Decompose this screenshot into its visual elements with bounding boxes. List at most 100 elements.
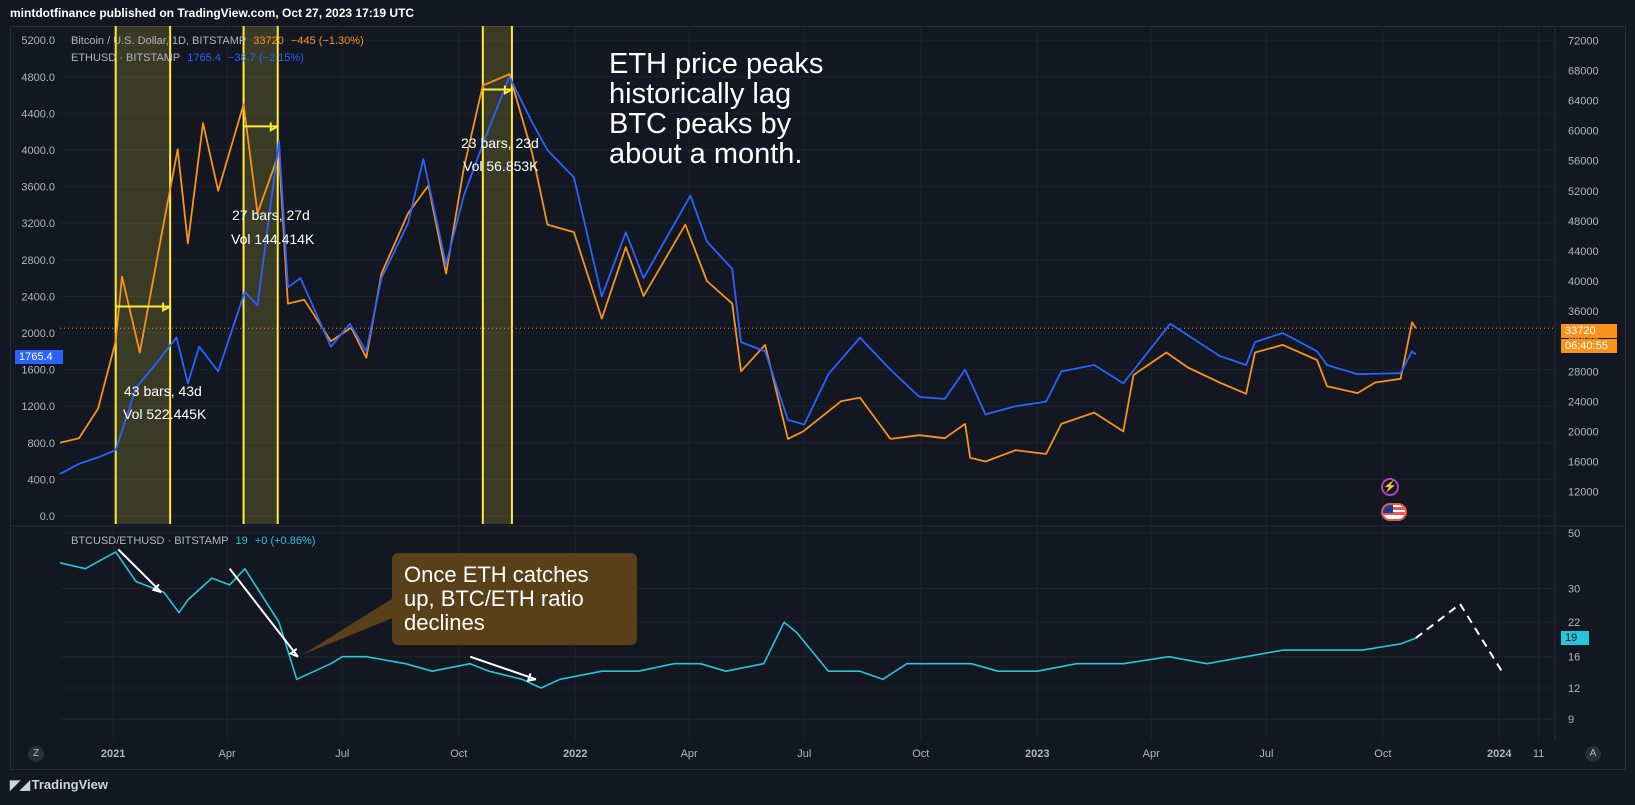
eth-price-tag: 1765.4 [15, 350, 63, 364]
measure-3-bars: 23 bars, 23d [461, 135, 539, 151]
headline-callout: ETH price peaks historically lag BTC pea… [609, 49, 823, 169]
highlight-range [115, 26, 171, 524]
x-tick-label: 11 [1533, 748, 1544, 760]
ratio-tick-label: 22 [1568, 617, 1580, 629]
left-tick-label: 4400.0 [21, 108, 55, 120]
left-tick-label: 2400.0 [21, 291, 55, 303]
right-tick-label: 24000 [1568, 396, 1599, 408]
x-tick-label: Oct [1374, 748, 1391, 760]
ratio-callout-line: Once ETH catches [404, 562, 589, 587]
zoom-button[interactable]: Z [28, 746, 44, 762]
ratio-price-tag: 19 [1561, 631, 1589, 645]
left-tick-label: 3200.0 [21, 218, 55, 230]
ratio-callout-line: up, BTC/ETH ratio [404, 586, 584, 611]
tradingview-logo-icon: ◤◢ [10, 777, 30, 792]
btc-countdown-tag: 06:40:55 [1561, 339, 1617, 353]
ratio-legend: BTCUSD/ETHUSD · BITSTAMP 19 +0 (+0.86%) [71, 535, 319, 547]
btc-price-line [59, 73, 1417, 463]
brand-label: TradingView [31, 777, 108, 792]
right-tick-label: 28000 [1568, 366, 1599, 378]
ratio-decline-arrow [228, 568, 299, 658]
btc-price-tag: 33720 [1561, 324, 1617, 338]
btc-legend-change: −445 (−1.30%) [290, 35, 364, 47]
ratio-tick-label: 16 [1568, 652, 1580, 664]
headline-line: about a month. [609, 138, 803, 170]
ratio-callout-pointer [302, 597, 395, 655]
left-tick-label: 1600.0 [21, 365, 55, 377]
x-tick-label: Jul [797, 748, 811, 760]
right-tick-label: 48000 [1568, 216, 1599, 228]
ratio-callout-box: Once ETH catches up, BTC/ETH ratio decli… [392, 553, 637, 645]
right-tick-label: 52000 [1568, 186, 1599, 198]
left-tick-label: 400.0 [27, 474, 55, 486]
us-flag-event-icon[interactable] [1381, 503, 1407, 521]
x-tick-label: Oct [912, 748, 929, 760]
ratio-tick-label: 12 [1568, 683, 1580, 695]
eth-legend-name: ETHUSD · BITSTAMP [71, 52, 181, 64]
ratio-projection-line [1415, 602, 1503, 672]
flash-event-icon[interactable]: ⚡ [1381, 478, 1399, 496]
left-tick-label: 2800.0 [21, 255, 55, 267]
ratio-decline-arrow-head [151, 583, 162, 594]
measure-2-bars: 27 bars, 27d [232, 207, 310, 223]
highlight-range [482, 26, 512, 524]
x-tick-label: 2023 [1025, 748, 1049, 760]
ratio-decline-arrow-head [526, 673, 537, 682]
left-tick-label: 800.0 [27, 438, 55, 450]
lag-arrow-1-head [162, 302, 171, 313]
right-tick-label: 40000 [1568, 276, 1599, 288]
btc-legend-price: 33720 [253, 35, 284, 47]
x-tick-label: Apr [1143, 748, 1160, 760]
ratio-tick-label: 9 [1568, 714, 1574, 726]
x-tick-label: Jul [335, 748, 349, 760]
right-tick-label: 60000 [1568, 126, 1599, 138]
x-tick-label: Jul [1259, 748, 1273, 760]
ratio-callout-line: declines [404, 610, 485, 635]
ratio-decline-arrow-head [288, 648, 299, 658]
right-tick-label: 44000 [1568, 246, 1599, 258]
x-tick-label: 2021 [101, 748, 125, 760]
right-tick-label: 64000 [1568, 96, 1599, 108]
right-tick-label: 20000 [1568, 426, 1599, 438]
right-tick-label: 12000 [1568, 487, 1599, 499]
eth-legend-change: −38.7 (−2.15%) [227, 52, 304, 64]
ratio-decline-arrow [469, 655, 537, 681]
measure-1-bars: 43 bars, 43d [124, 383, 202, 399]
headline-line: BTC peaks by [609, 108, 792, 140]
measure-3-vol: Vol 56.853K [463, 158, 539, 174]
x-tick-label: 2024 [1487, 748, 1512, 760]
left-tick-label: 5200.0 [21, 35, 55, 47]
btc-legend-name: Bitcoin / U.S. Dollar, 1D, BITSTAMP [71, 35, 247, 47]
left-tick-label: 2000.0 [21, 328, 55, 340]
right-tick-label: 36000 [1568, 306, 1599, 318]
left-tick-label: 0.0 [40, 511, 55, 523]
x-tick-label: Oct [450, 748, 467, 760]
x-tick-label: 2022 [563, 748, 587, 760]
right-tick-label: 68000 [1568, 65, 1599, 77]
headline-line: ETH price peaks [609, 48, 824, 80]
tradingview-brand[interactable]: ◤◢ TradingView [10, 777, 108, 793]
eth-legend-price: 1765.4 [187, 52, 221, 64]
eth-price-line [59, 75, 1417, 475]
publisher-line: mintdotfinance published on TradingView.… [10, 6, 415, 20]
ratio-tick-label: 30 [1568, 583, 1580, 595]
right-tick-label: 16000 [1568, 456, 1599, 468]
left-tick-label: 1200.0 [21, 401, 55, 413]
measure-1-vol: Vol 522.445K [123, 406, 207, 422]
left-tick-label: 4800.0 [21, 72, 55, 84]
measure-2-vol: Vol 144.414K [231, 231, 315, 247]
x-tick-label: Apr [219, 748, 236, 760]
ratio-legend-name: BTCUSD/ETHUSD · BITSTAMP [71, 535, 229, 547]
lag-arrow-3-head [503, 85, 513, 96]
lag-arrow-2-head [269, 122, 279, 132]
auto-scale-button[interactable]: A [1585, 746, 1601, 762]
btc-legend: Bitcoin / U.S. Dollar, 1D, BITSTAMP 3372… [71, 35, 368, 47]
ratio-decline-arrow [117, 548, 162, 593]
left-tick-label: 3600.0 [21, 182, 55, 194]
ratio-legend-change: +0 (+0.86%) [254, 535, 316, 547]
headline-line: historically lag [609, 78, 792, 110]
right-tick-label: 56000 [1568, 156, 1599, 168]
eth-legend: ETHUSD · BITSTAMP 1765.4 −38.7 (−2.15%) [71, 52, 308, 64]
ratio-legend-price: 19 [235, 535, 248, 547]
